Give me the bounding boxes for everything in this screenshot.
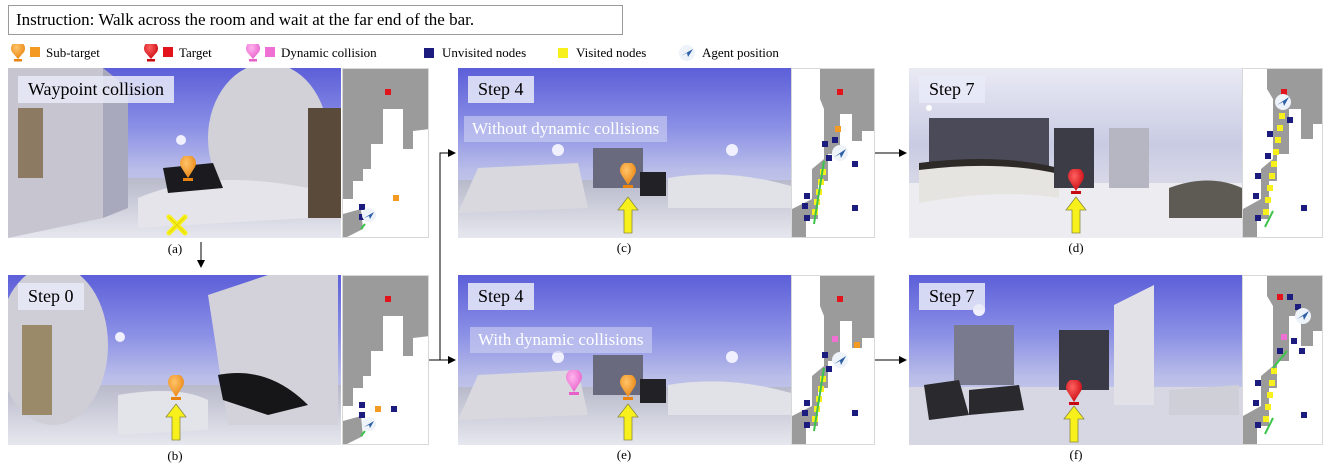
panel-caption: (d) — [1068, 240, 1084, 255]
legend-item-visited-nodes: Visited nodes — [556, 43, 646, 63]
legend-item-agent-position: Agent position — [678, 43, 779, 63]
panel-subtitle: Without dynamic collisions — [464, 116, 668, 142]
target-pin-icon — [1068, 169, 1084, 194]
panel-title: Step 4 — [468, 283, 534, 310]
legend-label: Unvisited nodes — [442, 45, 527, 60]
arrow-b-to-c — [425, 149, 456, 361]
yellow-square-icon — [558, 48, 568, 58]
panel-title: Step 0 — [18, 283, 84, 310]
panel-subtitle: With dynamic collisions — [470, 327, 652, 353]
dynamic-collision-pin-icon — [566, 370, 582, 395]
direction-arrow-icon — [617, 196, 639, 234]
panel-title: Waypoint collision — [18, 76, 175, 103]
topdown-map — [791, 275, 875, 445]
direction-arrow-icon — [1065, 196, 1087, 234]
panorama-view: Step 7 — [909, 68, 1242, 238]
target-pin-icon — [1066, 380, 1082, 405]
topdown-map — [791, 68, 875, 238]
legend-label: Target — [179, 45, 212, 60]
panel-caption: (c) — [616, 240, 632, 255]
direction-arrow-icon — [1063, 405, 1085, 443]
sub-target-pin-icon — [180, 156, 196, 181]
instruction-box: Instruction: Walk across the room and wa… — [8, 5, 623, 35]
panel-title: Step 7 — [919, 76, 985, 103]
legend-item-target: Target — [143, 43, 212, 63]
legend-label: Visited nodes — [576, 45, 647, 60]
sub-target-pin-icon — [620, 163, 636, 188]
direction-arrow-icon — [165, 403, 187, 441]
panorama-view: Step 7 — [909, 275, 1242, 445]
legend-label: Agent position — [702, 45, 779, 60]
navy-square-icon — [424, 48, 434, 58]
topdown-map — [342, 275, 429, 445]
legend-item-sub-target: Sub-target — [10, 43, 100, 63]
panorama-view: Waypoint collision — [8, 68, 341, 238]
direction-arrow-icon — [617, 403, 639, 441]
panorama-view: Step 0 — [8, 275, 341, 445]
panel-caption: (f) — [1069, 447, 1083, 462]
panorama-view: Step 4 With dynamic collisions — [458, 275, 791, 445]
topdown-map — [1242, 275, 1323, 445]
collision-x-icon — [166, 214, 188, 236]
panorama-view: Step 4 Without dynamic collisions — [458, 68, 791, 238]
legend-item-dynamic-collision: Dynamic collision — [245, 43, 377, 63]
panel-caption: (e) — [616, 447, 632, 462]
orange-pin-and-square-icon — [11, 44, 40, 62]
pink-pin-and-square-icon — [246, 44, 275, 62]
sub-target-pin-icon — [168, 375, 184, 400]
topdown-map — [342, 68, 429, 238]
red-pin-and-square-icon — [144, 44, 173, 62]
topdown-map — [1242, 68, 1323, 238]
legend-label: Dynamic collision — [281, 45, 377, 60]
agent-arrow-icon — [679, 45, 695, 61]
panel-title: Step 4 — [468, 76, 534, 103]
legend-label: Sub-target — [46, 45, 100, 60]
panel-title: Step 7 — [919, 283, 985, 310]
panel-caption: (a) — [167, 241, 183, 256]
sub-target-pin-icon — [620, 375, 636, 400]
panel-caption: (b) — [167, 448, 183, 463]
legend-item-unvisited-nodes: Unvisited nodes — [422, 43, 526, 63]
